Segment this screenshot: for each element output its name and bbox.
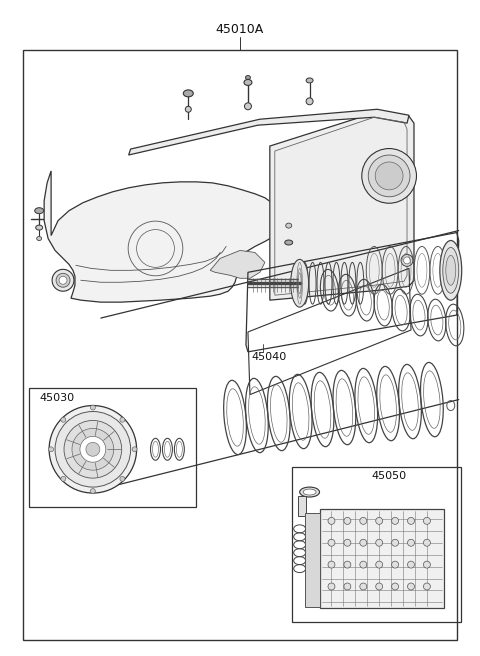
Text: 45010A: 45010A <box>216 23 264 36</box>
Bar <box>305 513 320 607</box>
Ellipse shape <box>306 98 313 105</box>
Ellipse shape <box>440 241 462 300</box>
Ellipse shape <box>244 103 252 110</box>
Ellipse shape <box>408 561 415 568</box>
Ellipse shape <box>306 78 313 83</box>
Ellipse shape <box>303 489 316 495</box>
Ellipse shape <box>392 518 398 524</box>
Ellipse shape <box>36 237 42 241</box>
Ellipse shape <box>376 561 383 568</box>
Ellipse shape <box>90 489 96 493</box>
Ellipse shape <box>80 436 106 462</box>
Ellipse shape <box>35 208 44 214</box>
Ellipse shape <box>120 417 125 422</box>
Ellipse shape <box>360 583 367 590</box>
Ellipse shape <box>344 583 351 590</box>
Ellipse shape <box>61 476 66 482</box>
Ellipse shape <box>328 539 335 546</box>
Ellipse shape <box>90 405 96 410</box>
Ellipse shape <box>49 405 137 493</box>
Polygon shape <box>44 171 278 302</box>
Ellipse shape <box>392 583 398 590</box>
Ellipse shape <box>368 155 410 197</box>
Ellipse shape <box>328 583 335 590</box>
Ellipse shape <box>344 539 351 546</box>
Ellipse shape <box>61 417 66 422</box>
Ellipse shape <box>423 561 431 568</box>
Ellipse shape <box>183 90 193 97</box>
Polygon shape <box>270 112 414 300</box>
Ellipse shape <box>286 223 292 228</box>
Ellipse shape <box>285 240 293 245</box>
Ellipse shape <box>48 447 54 452</box>
Ellipse shape <box>344 561 351 568</box>
Ellipse shape <box>55 411 131 487</box>
Ellipse shape <box>408 583 415 590</box>
Ellipse shape <box>328 561 335 568</box>
Ellipse shape <box>360 539 367 546</box>
Text: 45040: 45040 <box>252 352 287 362</box>
Ellipse shape <box>443 247 459 293</box>
Ellipse shape <box>344 518 351 524</box>
Ellipse shape <box>423 583 431 590</box>
Ellipse shape <box>362 148 417 203</box>
Ellipse shape <box>408 518 415 524</box>
Ellipse shape <box>59 276 67 284</box>
Ellipse shape <box>376 583 383 590</box>
Ellipse shape <box>244 79 252 85</box>
Ellipse shape <box>392 539 398 546</box>
Polygon shape <box>129 110 409 155</box>
Ellipse shape <box>132 447 137 452</box>
Ellipse shape <box>328 518 335 524</box>
Ellipse shape <box>376 539 383 546</box>
Bar <box>320 509 444 608</box>
Ellipse shape <box>423 539 431 546</box>
Ellipse shape <box>360 561 367 568</box>
Ellipse shape <box>392 561 398 568</box>
Text: 45030: 45030 <box>39 393 74 403</box>
Ellipse shape <box>375 162 403 190</box>
Ellipse shape <box>404 257 410 264</box>
Ellipse shape <box>408 539 415 546</box>
Ellipse shape <box>245 75 251 79</box>
Ellipse shape <box>185 106 192 112</box>
Ellipse shape <box>56 274 70 287</box>
Ellipse shape <box>376 518 383 524</box>
Polygon shape <box>210 251 265 278</box>
Bar <box>298 496 306 516</box>
Ellipse shape <box>120 476 125 482</box>
Ellipse shape <box>72 428 114 470</box>
Ellipse shape <box>401 255 413 266</box>
Text: 45050: 45050 <box>371 471 407 481</box>
Ellipse shape <box>360 518 367 524</box>
Ellipse shape <box>52 270 74 291</box>
Ellipse shape <box>446 255 456 285</box>
Ellipse shape <box>291 259 309 307</box>
Ellipse shape <box>36 225 43 230</box>
Ellipse shape <box>300 487 320 497</box>
Ellipse shape <box>423 518 431 524</box>
Ellipse shape <box>64 420 122 478</box>
Ellipse shape <box>86 442 100 457</box>
